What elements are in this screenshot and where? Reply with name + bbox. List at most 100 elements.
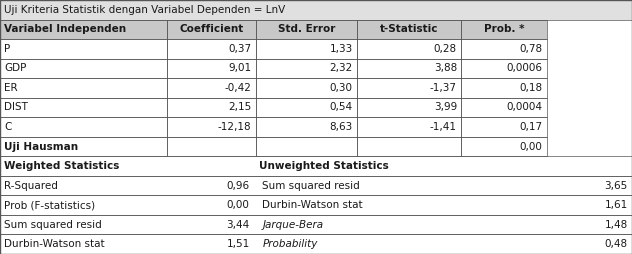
Bar bbox=[0, 234, 632, 254]
Text: 1,61: 1,61 bbox=[604, 200, 628, 210]
Text: 0,00: 0,00 bbox=[227, 200, 250, 210]
Bar bbox=[0, 78, 167, 98]
Text: 0,28: 0,28 bbox=[434, 44, 457, 54]
Bar bbox=[0, 195, 632, 215]
Text: 1,48: 1,48 bbox=[604, 220, 628, 230]
Bar bbox=[0, 0, 632, 20]
Bar bbox=[357, 78, 461, 98]
Bar bbox=[461, 20, 547, 39]
Bar bbox=[0, 98, 167, 117]
Text: 0,48: 0,48 bbox=[604, 239, 628, 249]
Bar bbox=[0, 176, 632, 195]
Text: 3,65: 3,65 bbox=[604, 181, 628, 190]
Bar bbox=[357, 137, 461, 156]
Text: 0,37: 0,37 bbox=[228, 44, 252, 54]
Text: 2,15: 2,15 bbox=[228, 102, 252, 113]
Bar bbox=[0, 0, 632, 20]
Bar bbox=[357, 20, 461, 39]
Text: 0,18: 0,18 bbox=[519, 83, 542, 93]
Bar bbox=[256, 39, 357, 59]
Bar bbox=[256, 137, 357, 156]
Bar bbox=[0, 20, 167, 39]
Text: -1,41: -1,41 bbox=[430, 122, 457, 132]
Bar bbox=[461, 98, 547, 117]
Text: Std. Error: Std. Error bbox=[278, 24, 335, 34]
Bar bbox=[357, 78, 461, 98]
Bar bbox=[461, 117, 547, 137]
Bar bbox=[0, 137, 167, 156]
Bar bbox=[357, 39, 461, 59]
Bar bbox=[0, 98, 167, 117]
Bar bbox=[0, 78, 167, 98]
Bar bbox=[256, 137, 357, 156]
Bar bbox=[167, 20, 256, 39]
Text: C: C bbox=[4, 122, 12, 132]
Bar bbox=[0, 117, 167, 137]
Text: ER: ER bbox=[4, 83, 18, 93]
Bar bbox=[0, 176, 632, 195]
Bar bbox=[461, 137, 547, 156]
Bar bbox=[0, 215, 632, 234]
Bar bbox=[357, 117, 461, 137]
Bar bbox=[256, 20, 357, 39]
Bar bbox=[167, 78, 256, 98]
Bar bbox=[461, 59, 547, 78]
Text: Uji Kriteria Statistik dengan Variabel Dependen = LnV: Uji Kriteria Statistik dengan Variabel D… bbox=[4, 5, 286, 15]
Bar bbox=[357, 98, 461, 117]
Text: 0,0004: 0,0004 bbox=[506, 102, 542, 113]
Bar bbox=[256, 98, 357, 117]
Text: DIST: DIST bbox=[4, 102, 28, 113]
Bar bbox=[167, 137, 256, 156]
Bar bbox=[256, 39, 357, 59]
Bar bbox=[0, 20, 167, 39]
Bar bbox=[0, 156, 632, 176]
Bar bbox=[167, 137, 256, 156]
Text: Variabel Independen: Variabel Independen bbox=[4, 24, 126, 34]
Text: 0,0006: 0,0006 bbox=[506, 64, 542, 73]
Text: 9,01: 9,01 bbox=[228, 64, 252, 73]
Text: -1,37: -1,37 bbox=[430, 83, 457, 93]
Bar bbox=[256, 98, 357, 117]
Bar bbox=[461, 39, 547, 59]
Text: Weighted Statistics: Weighted Statistics bbox=[4, 161, 120, 171]
Bar bbox=[0, 137, 167, 156]
Text: Prob (F-statistics): Prob (F-statistics) bbox=[4, 200, 95, 210]
Text: 3,99: 3,99 bbox=[434, 102, 457, 113]
Bar bbox=[167, 39, 256, 59]
Bar bbox=[167, 39, 256, 59]
Bar bbox=[256, 117, 357, 137]
Bar bbox=[256, 59, 357, 78]
Bar bbox=[167, 98, 256, 117]
Text: Durbin-Watson stat: Durbin-Watson stat bbox=[4, 239, 105, 249]
Bar bbox=[357, 59, 461, 78]
Text: 2,32: 2,32 bbox=[329, 64, 353, 73]
Bar bbox=[461, 39, 547, 59]
Bar bbox=[0, 39, 167, 59]
Text: 0,78: 0,78 bbox=[519, 44, 542, 54]
Bar bbox=[0, 117, 167, 137]
Bar bbox=[357, 137, 461, 156]
Text: 0,96: 0,96 bbox=[226, 181, 250, 190]
Text: t-Statistic: t-Statistic bbox=[380, 24, 439, 34]
Bar bbox=[167, 59, 256, 78]
Text: 1,33: 1,33 bbox=[329, 44, 353, 54]
Bar bbox=[0, 156, 632, 176]
Text: P: P bbox=[4, 44, 11, 54]
Bar bbox=[0, 59, 167, 78]
Text: R-Squared: R-Squared bbox=[4, 181, 58, 190]
Bar bbox=[461, 78, 547, 98]
Text: Prob. *: Prob. * bbox=[483, 24, 525, 34]
Text: 0,00: 0,00 bbox=[520, 141, 542, 152]
Bar bbox=[256, 78, 357, 98]
Bar bbox=[357, 59, 461, 78]
Bar bbox=[256, 20, 357, 39]
Text: 0,54: 0,54 bbox=[329, 102, 353, 113]
Text: 1,51: 1,51 bbox=[226, 239, 250, 249]
Text: Unweighted Statistics: Unweighted Statistics bbox=[259, 161, 389, 171]
Bar bbox=[0, 234, 632, 254]
Bar bbox=[167, 117, 256, 137]
Bar bbox=[0, 215, 632, 234]
Text: 3,44: 3,44 bbox=[226, 220, 250, 230]
Text: Probability: Probability bbox=[262, 239, 318, 249]
Bar bbox=[256, 78, 357, 98]
